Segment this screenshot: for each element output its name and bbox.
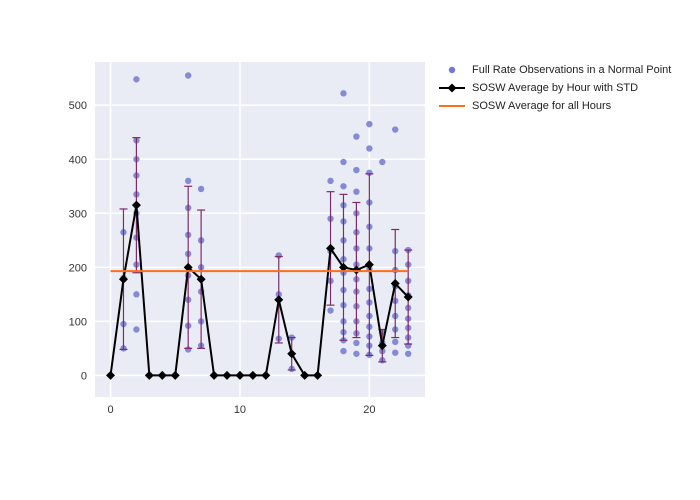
- scatter-point: [340, 348, 346, 354]
- plot-bg: [95, 62, 425, 397]
- ytick-label: 0: [81, 370, 87, 382]
- legend-swatch: [438, 99, 466, 113]
- scatter-point: [366, 121, 372, 127]
- legend: Full Rate Observations in a Normal Point…: [438, 62, 671, 116]
- scatter-point: [327, 178, 333, 184]
- scatter-point: [353, 167, 359, 173]
- xtick-label: 20: [363, 404, 375, 416]
- scatter-point: [379, 159, 385, 165]
- scatter-point: [353, 188, 359, 194]
- scatter-point: [133, 291, 139, 297]
- legend-row: SOSW Average for all Hours: [438, 98, 671, 114]
- legend-row: Full Rate Observations in a Normal Point: [438, 62, 671, 78]
- scatter-point: [405, 351, 411, 357]
- scatter-point: [392, 339, 398, 345]
- scatter-point: [133, 76, 139, 82]
- ytick-label: 200: [69, 262, 87, 274]
- scatter-point: [185, 178, 191, 184]
- scatter-point: [340, 183, 346, 189]
- ytick-label: 100: [69, 316, 87, 328]
- scatter-point: [353, 340, 359, 346]
- scatter-point: [353, 133, 359, 139]
- legend-label: SOSW Average by Hour with STD: [472, 82, 638, 94]
- ytick-label: 300: [69, 208, 87, 220]
- ytick-label: 500: [69, 100, 87, 112]
- ytick-label: 400: [69, 154, 87, 166]
- legend-row: SOSW Average by Hour with STD: [438, 80, 671, 96]
- xtick-label: 0: [107, 404, 113, 416]
- scatter-point: [327, 307, 333, 313]
- scatter-point: [392, 126, 398, 132]
- scatter-point: [340, 159, 346, 165]
- scatter-point: [185, 72, 191, 78]
- scatter-point: [366, 145, 372, 151]
- xtick-label: 10: [234, 404, 246, 416]
- scatter-point: [133, 326, 139, 332]
- scatter-point: [198, 186, 204, 192]
- figure-container: 010200100200300400500 Full Rate Observat…: [0, 0, 700, 500]
- scatter-point: [353, 351, 359, 357]
- scatter-point: [340, 90, 346, 96]
- legend-swatch: [438, 81, 466, 95]
- legend-label: Full Rate Observations in a Normal Point: [472, 64, 671, 76]
- legend-swatch: [438, 63, 466, 77]
- scatter-point: [392, 349, 398, 355]
- legend-label: SOSW Average for all Hours: [472, 100, 611, 112]
